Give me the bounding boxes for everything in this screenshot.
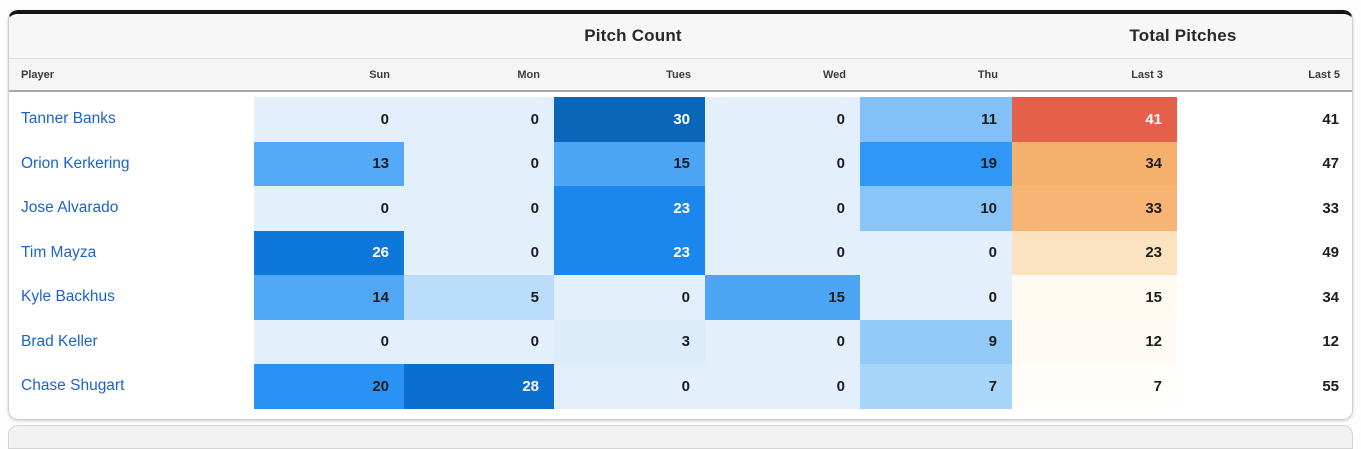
last5-total-cell: 55 bbox=[1322, 377, 1339, 395]
player-link[interactable]: Jose Alvarado bbox=[21, 199, 119, 217]
column-header-player: Player bbox=[21, 68, 55, 81]
pitch-count-cell: 28 bbox=[404, 364, 554, 409]
column-header-sun: Sun bbox=[369, 68, 390, 81]
player-cell: Tanner Banks bbox=[9, 97, 254, 142]
player-link[interactable]: Orion Kerkering bbox=[21, 154, 130, 172]
column-header-mon: Mon bbox=[517, 68, 540, 81]
pitch-count-cell: 30 bbox=[554, 97, 705, 142]
pitch-count-cell: 0 bbox=[705, 141, 860, 186]
next-section-card bbox=[8, 425, 1353, 449]
table-row: Brad Keller 0 0 3 0 9 12 12 bbox=[9, 319, 1352, 364]
pitch-count-title: Pitch Count bbox=[584, 26, 682, 45]
pitch-count-cell: 10 bbox=[860, 186, 1012, 231]
pitch-count-cell: 0 bbox=[404, 319, 554, 364]
pitch-count-cell: 23 bbox=[554, 186, 705, 231]
pitch-count-cell: 0 bbox=[705, 97, 860, 142]
last3-total-cell: 41 bbox=[1012, 97, 1177, 142]
player-link[interactable]: Brad Keller bbox=[21, 332, 98, 350]
last5-total-cell: 33 bbox=[1322, 199, 1339, 217]
pitch-count-cell: 15 bbox=[554, 141, 705, 186]
pitch-count-cell: 0 bbox=[554, 275, 705, 320]
player-link[interactable]: Kyle Backhus bbox=[21, 288, 115, 306]
pitch-count-cell: 0 bbox=[254, 186, 404, 231]
table-row: Orion Kerkering 13 0 15 0 19 34 47 bbox=[9, 141, 1352, 186]
pitch-count-cell: 0 bbox=[404, 186, 554, 231]
group-header-row: Pitch Count Total Pitches bbox=[9, 14, 1352, 59]
table-body: Tanner Banks 0 0 30 0 11 41 41 Orion Kerkering 13… bbox=[9, 92, 1352, 419]
pitch-count-card: Pitch Count Total Pitches Player Sun Mon Tu… bbox=[8, 10, 1353, 420]
table-row: Jose Alvarado 0 0 23 0 10 33 33 bbox=[9, 186, 1352, 231]
last5-total-cell: 12 bbox=[1322, 333, 1339, 351]
pitch-count-cell: 14 bbox=[254, 275, 404, 320]
pitch-count-cell: 0 bbox=[404, 230, 554, 275]
pitch-count-cell: 0 bbox=[705, 319, 860, 364]
pitch-count-cell: 3 bbox=[554, 319, 705, 364]
last5-total-cell: 49 bbox=[1322, 244, 1339, 262]
column-header-last-5: Last 5 bbox=[1308, 68, 1340, 81]
pitch-count-cell: 11 bbox=[860, 97, 1012, 142]
table-row: Kyle Backhus 14 5 0 15 0 15 34 bbox=[9, 275, 1352, 320]
column-header-wed: Wed bbox=[822, 68, 846, 81]
pitch-count-cell: 0 bbox=[860, 230, 1012, 275]
last3-total-cell: 15 bbox=[1012, 275, 1177, 320]
pitch-count-cell: 0 bbox=[254, 319, 404, 364]
player-cell: Brad Keller bbox=[9, 319, 254, 364]
pitch-count-cell: 23 bbox=[554, 230, 705, 275]
player-cell: Jose Alvarado bbox=[9, 186, 254, 231]
table-row: Tanner Banks 0 0 30 0 11 41 41 bbox=[9, 97, 1352, 142]
table-row: Chase Shugart 20 28 0 0 7 7 55 bbox=[9, 364, 1352, 409]
last5-total-cell: 34 bbox=[1322, 288, 1339, 306]
table-row: Tim Mayza 26 0 23 0 0 23 49 bbox=[9, 230, 1352, 275]
pitch-count-cell: 9 bbox=[860, 319, 1012, 364]
last3-total-cell: 33 bbox=[1012, 186, 1177, 231]
last3-total-cell: 7 bbox=[1012, 364, 1177, 409]
pitch-count-cell: 0 bbox=[705, 364, 860, 409]
player-link[interactable]: Chase Shugart bbox=[21, 377, 125, 395]
player-link[interactable]: Tanner Banks bbox=[21, 110, 116, 128]
pitch-count-cell: 0 bbox=[705, 230, 860, 275]
last3-total-cell: 34 bbox=[1012, 141, 1177, 186]
column-header-row: Player Sun Mon Tues Wed Thu Last 3 Last 5 bbox=[9, 59, 1352, 92]
pitch-count-cell: 19 bbox=[860, 141, 1012, 186]
player-cell: Orion Kerkering bbox=[9, 141, 254, 186]
player-cell: Chase Shugart bbox=[9, 364, 254, 409]
player-cell: Tim Mayza bbox=[9, 230, 254, 275]
pitch-count-cell: 0 bbox=[860, 275, 1012, 320]
pitch-count-cell: 0 bbox=[554, 364, 705, 409]
last5-total-cell: 41 bbox=[1322, 110, 1339, 128]
pitch-count-cell: 0 bbox=[705, 186, 860, 231]
column-header-thu: Thu bbox=[977, 68, 998, 81]
player-cell: Kyle Backhus bbox=[9, 275, 254, 320]
pitch-count-cell: 26 bbox=[254, 230, 404, 275]
column-header-tues: Tues bbox=[666, 68, 691, 81]
last5-total-cell: 47 bbox=[1322, 155, 1339, 173]
last3-total-cell: 23 bbox=[1012, 230, 1177, 275]
pitch-count-cell: 20 bbox=[254, 364, 404, 409]
pitch-count-cell: 0 bbox=[254, 97, 404, 142]
pitch-count-cell: 0 bbox=[404, 141, 554, 186]
pitch-count-cell: 0 bbox=[404, 97, 554, 142]
total-pitches-title: Total Pitches bbox=[1129, 26, 1237, 45]
pitch-count-cell: 5 bbox=[404, 275, 554, 320]
last3-total-cell: 12 bbox=[1012, 319, 1177, 364]
player-link[interactable]: Tim Mayza bbox=[21, 243, 97, 261]
column-header-last-3: Last 3 bbox=[1131, 68, 1163, 81]
pitch-count-cell: 7 bbox=[860, 364, 1012, 409]
pitch-count-cell: 15 bbox=[705, 275, 860, 320]
pitch-count-cell: 13 bbox=[254, 141, 404, 186]
